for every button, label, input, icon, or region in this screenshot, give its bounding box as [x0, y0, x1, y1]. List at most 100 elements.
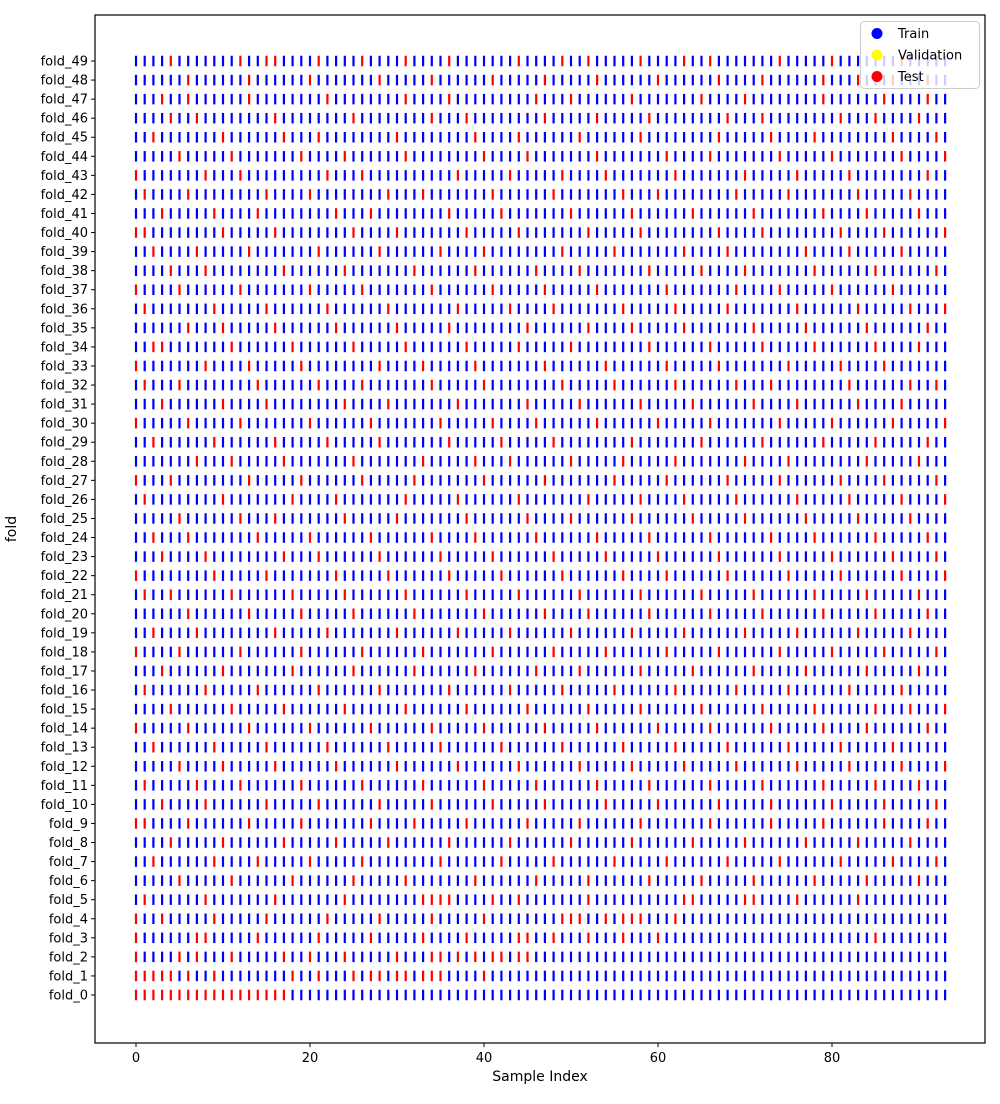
train-marker: [422, 398, 425, 410]
train-marker: [500, 665, 503, 677]
train-marker: [291, 417, 294, 429]
train-marker: [700, 475, 703, 486]
test-marker: [935, 799, 938, 810]
train-marker: [152, 55, 155, 67]
train-marker: [187, 665, 190, 677]
train-marker: [926, 913, 929, 925]
train-marker: [361, 436, 364, 448]
train-marker: [787, 284, 790, 295]
train-marker: [404, 856, 407, 867]
train-marker: [787, 780, 790, 791]
train-marker: [274, 93, 277, 105]
train-marker: [552, 589, 555, 600]
train-marker: [134, 589, 138, 600]
train-marker: [578, 970, 581, 982]
train-marker: [369, 589, 372, 600]
train-marker: [256, 818, 259, 829]
train-marker: [265, 818, 268, 829]
test-marker: [935, 265, 938, 276]
train-marker: [604, 475, 607, 486]
test-marker: [509, 627, 512, 639]
train-marker: [883, 837, 886, 848]
test-marker: [404, 55, 407, 67]
train-marker: [395, 398, 399, 410]
train-marker: [874, 684, 877, 696]
train-marker: [770, 436, 773, 448]
test-marker: [378, 74, 381, 86]
train-marker: [909, 894, 912, 905]
train-marker: [256, 417, 259, 429]
train-marker: [787, 818, 790, 829]
train-marker: [796, 151, 799, 162]
test-marker: [248, 608, 251, 620]
train-marker: [395, 74, 399, 86]
train-marker: [613, 265, 616, 276]
train-marker: [300, 761, 303, 772]
train-marker: [161, 494, 164, 505]
train-marker: [274, 589, 277, 600]
train-marker: [256, 170, 259, 181]
train-marker: [839, 284, 842, 295]
train-marker: [865, 913, 868, 925]
train-marker: [526, 551, 529, 562]
train-marker: [935, 532, 938, 543]
train-marker: [448, 417, 451, 429]
test-marker: [491, 284, 494, 295]
train-marker: [474, 74, 477, 86]
train-marker: [465, 265, 468, 276]
train-marker: [735, 970, 738, 982]
train-marker: [282, 799, 285, 810]
train-marker: [335, 894, 338, 905]
train-marker: [717, 341, 720, 353]
train-marker: [596, 627, 599, 639]
train-marker: [230, 246, 233, 257]
test-marker: [143, 970, 146, 982]
train-marker: [361, 208, 364, 219]
train-marker: [509, 761, 512, 772]
train-marker: [291, 570, 294, 581]
train-marker: [839, 341, 842, 353]
train-marker: [274, 608, 277, 620]
train-marker: [717, 513, 720, 524]
train-marker: [517, 189, 520, 200]
train-marker: [256, 74, 259, 86]
train-marker: [787, 532, 790, 543]
train-marker: [300, 913, 303, 925]
train-marker: [752, 703, 755, 715]
test-marker: [239, 170, 242, 181]
train-marker: [143, 799, 146, 810]
test-marker: [134, 913, 138, 925]
test-marker: [857, 837, 860, 848]
train-marker: [282, 875, 285, 886]
train-marker: [413, 55, 416, 67]
train-marker: [778, 875, 781, 886]
train-marker: [613, 417, 616, 429]
train-marker: [622, 93, 625, 105]
train-marker: [848, 818, 851, 829]
test-marker: [308, 722, 312, 734]
test-marker: [134, 989, 138, 1001]
test-marker: [891, 741, 894, 753]
train-marker: [465, 379, 468, 391]
train-marker: [152, 646, 155, 658]
train-marker: [639, 74, 642, 86]
train-marker: [622, 208, 625, 219]
train-marker: [317, 74, 320, 86]
train-marker: [430, 151, 433, 162]
train-marker: [143, 284, 146, 295]
train-marker: [143, 513, 146, 524]
train-marker: [161, 170, 164, 181]
train-marker: [761, 379, 764, 391]
train-marker: [535, 741, 538, 753]
train-marker: [308, 875, 312, 886]
x-tick-label: 0: [132, 1051, 140, 1066]
y-tick-label: fold_30: [41, 417, 88, 432]
y-tick-label: fold_34: [41, 340, 88, 355]
train-marker: [265, 875, 268, 886]
train-marker: [778, 894, 781, 905]
train-marker: [361, 970, 364, 982]
train-marker: [604, 227, 607, 238]
train-marker: [282, 741, 285, 753]
train-marker: [674, 436, 677, 448]
train-marker: [796, 665, 799, 677]
